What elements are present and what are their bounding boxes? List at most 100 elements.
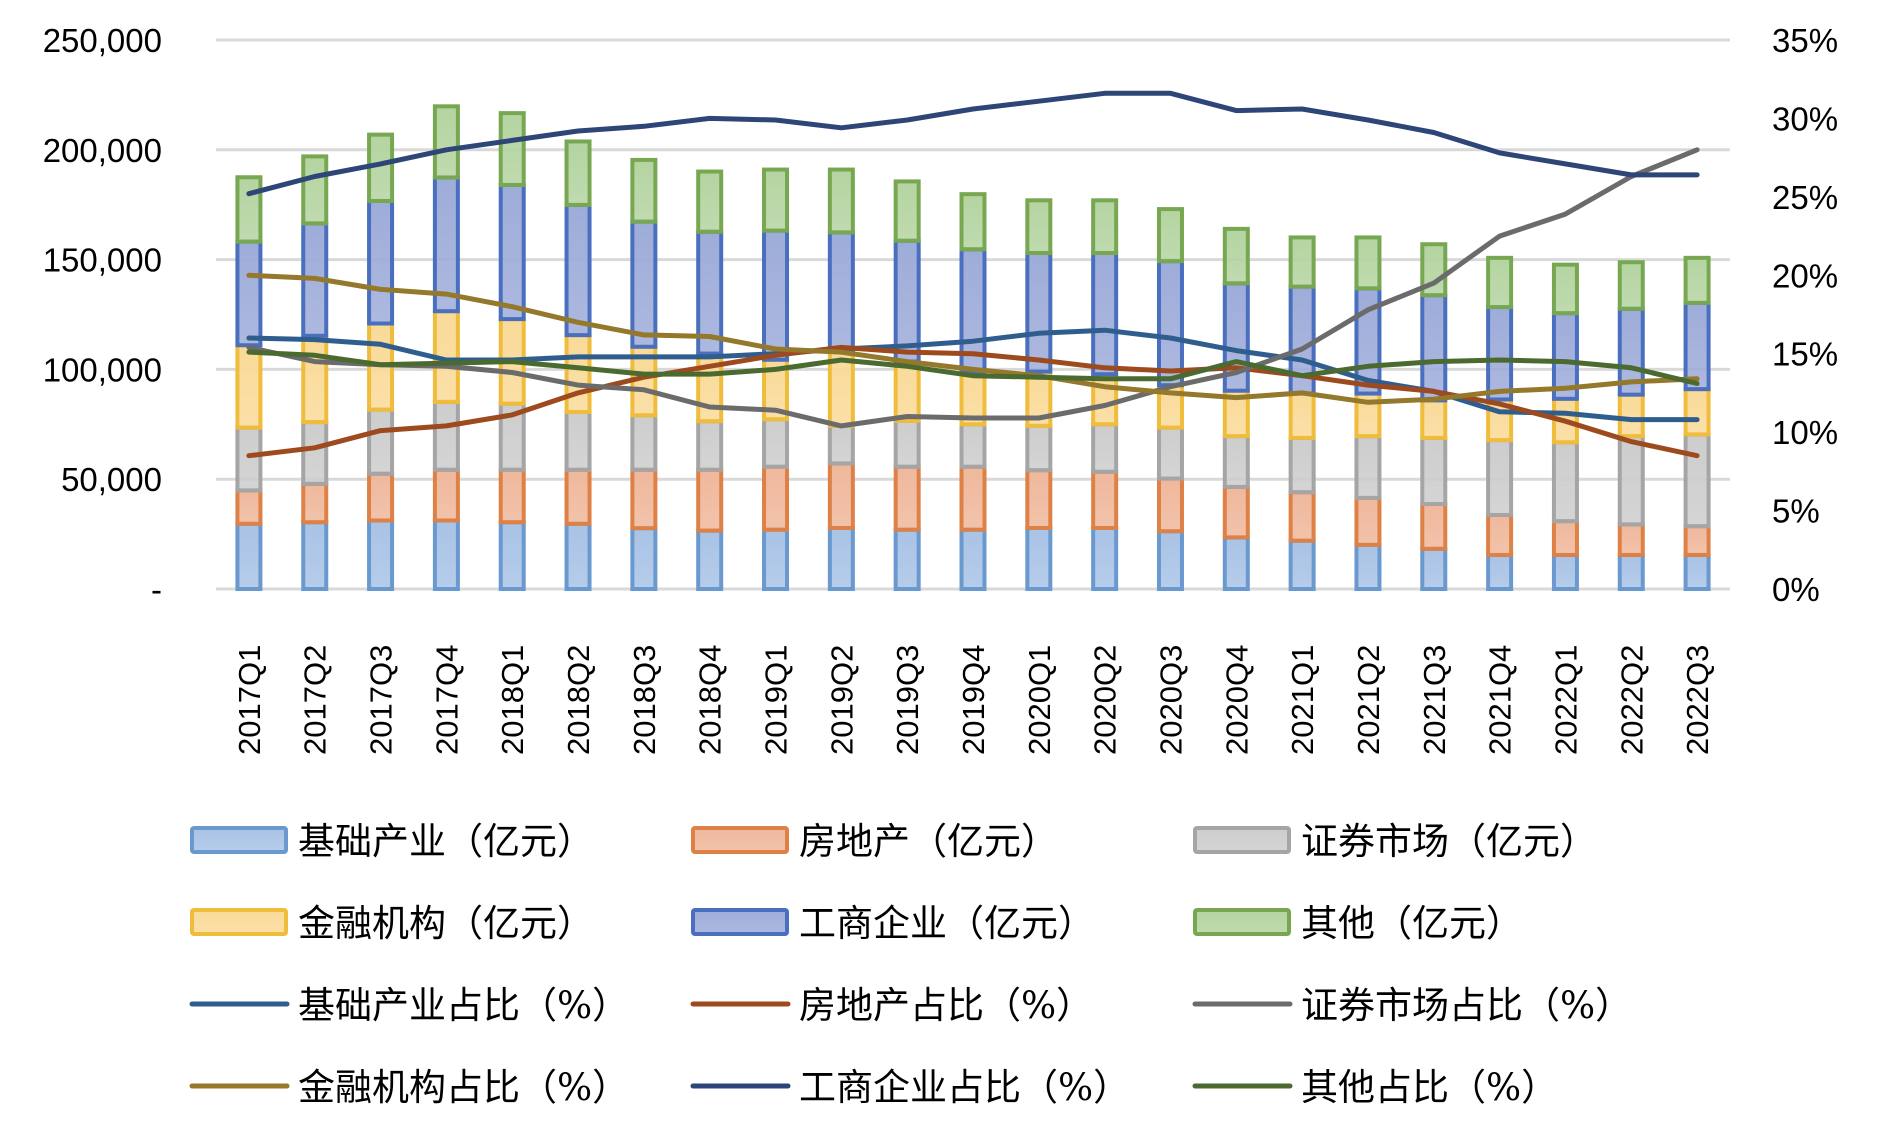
bar-segment-工商企业亿元	[1683, 300, 1711, 392]
bar-segment-基础产业亿元	[1025, 525, 1053, 591]
bar-segment-房地产亿元	[1486, 512, 1514, 557]
x-axis-tick-label: 2018Q4	[693, 645, 728, 755]
x-axis-tick-label: 2022Q1	[1548, 645, 1583, 755]
left-axis-ticks: - 50,000 100,000 150,000 200,000 250,000	[43, 22, 162, 608]
bar-segment-基础产业亿元	[498, 520, 526, 591]
left-axis-tick-label: 250,000	[43, 22, 162, 59]
right-axis-tick-label: 35%	[1772, 22, 1838, 59]
x-axis-tick-label: 2017Q4	[429, 645, 464, 755]
left-axis-tick-label: 150,000	[43, 242, 162, 279]
bar-segment-工商企业亿元	[367, 198, 395, 326]
bar-segment-工商企业亿元	[1025, 251, 1053, 374]
bar-segment-基础产业亿元	[696, 528, 724, 592]
x-axis-tick-label: 2021Q4	[1483, 645, 1518, 755]
bar-segment-金融机构亿元	[1420, 398, 1448, 440]
legend-item: 证券市场（亿元）	[1193, 820, 1597, 863]
bar-segment-其他亿元	[959, 192, 987, 252]
bar-segment-其他亿元	[630, 157, 658, 224]
bar-segment-基础产业亿元	[827, 525, 855, 591]
bar-segment-工商企业亿元	[564, 202, 592, 338]
bar-segment-房地产亿元	[762, 464, 790, 532]
bar-segment-证券市场亿元	[1551, 440, 1579, 524]
line-series-工商企业占比	[246, 90, 1700, 197]
bar-segment-证券市场亿元	[1354, 434, 1382, 500]
bar-segment-基础产业亿元	[893, 527, 921, 592]
legend-label: 金融机构占比（%）	[298, 1066, 629, 1109]
x-axis-tick-label: 2022Q3	[1680, 645, 1715, 755]
bar-segment-证券市场亿元	[1091, 422, 1119, 474]
bar-segment-证券市场亿元	[1617, 434, 1645, 527]
x-axis-tick-label: 2017Q3	[364, 645, 399, 755]
bar-segment-其他亿元	[1354, 235, 1382, 291]
bar-segment-基础产业亿元	[1288, 538, 1316, 591]
x-axis-tick-label: 2019Q4	[956, 645, 991, 755]
bar-stack-2022Q1	[1551, 262, 1579, 591]
bar-segment-工商企业亿元	[498, 182, 526, 322]
bar-segment-工商企业亿元	[1156, 259, 1184, 388]
bar-segment-其他亿元	[301, 154, 329, 226]
bar-segment-工商企业亿元	[235, 239, 263, 348]
bar-stack-2021Q3	[1420, 242, 1448, 591]
bar-segment-其他亿元	[1025, 198, 1053, 256]
bar-segment-金融机构亿元	[1288, 391, 1316, 440]
legend-label: 证券市场占比（%）	[1301, 984, 1632, 1027]
bar-segment-证券市场亿元	[1222, 434, 1250, 489]
bar-segment-证券市场亿元	[1420, 435, 1448, 507]
x-axis-tick-label: 2018Q3	[627, 645, 662, 755]
x-axis-tick-label: 2019Q1	[759, 645, 794, 755]
bar-stack-2017Q4	[432, 104, 460, 591]
bar-segment-工商企业亿元	[630, 219, 658, 349]
bar-segment-证券市场亿元	[696, 419, 724, 472]
bar-stack-2020Q1	[1025, 198, 1053, 591]
bar-segment-房地产亿元	[1222, 484, 1250, 540]
bar-stack-2022Q2	[1617, 260, 1645, 591]
bar-segment-房地产亿元	[235, 488, 263, 526]
bar-segment-证券市场亿元	[1486, 438, 1514, 517]
legend-swatch-金融机构亿元	[190, 908, 288, 936]
bar-segment-工商企业亿元	[1091, 251, 1119, 377]
bar-segment-基础产业亿元	[1091, 525, 1119, 591]
legend-swatch-基础产业亿元	[190, 826, 288, 854]
bar-segment-房地产亿元	[1091, 469, 1119, 530]
right-axis-ticks: 0% 5% 10% 15% 20% 25% 30% 35%	[1772, 22, 1838, 608]
x-axis-tick-label: 2021Q1	[1285, 645, 1320, 755]
bar-segment-基础产业亿元	[1156, 529, 1184, 591]
bar-segment-房地产亿元	[827, 461, 855, 530]
legend-item: 工商企业（亿元）	[691, 902, 1095, 945]
bar-stack-2021Q2	[1354, 235, 1382, 592]
bar-segment-金融机构亿元	[301, 333, 329, 425]
bar-segment-其他亿元	[1156, 207, 1184, 264]
legend-label: 工商企业占比（%）	[799, 1066, 1130, 1109]
bar-segment-证券市场亿元	[959, 422, 987, 469]
left-axis-tick-label: 50,000	[61, 461, 162, 498]
bar-segment-金融机构亿元	[1683, 387, 1711, 437]
x-axis-tick-label: 2019Q3	[890, 645, 925, 755]
bar-segment-房地产亿元	[1156, 476, 1184, 534]
line-series-金融机构占比	[246, 272, 1700, 405]
bar-segment-基础产业亿元	[564, 521, 592, 592]
bar-stack-2017Q1	[235, 175, 263, 592]
x-axis-ticks: 2017Q1 2017Q2 2017Q3 2017Q4 2018Q1 2018Q2 2018…	[232, 645, 1715, 755]
x-axis-tick-label: 2021Q3	[1417, 645, 1452, 755]
bar-segment-其他亿元	[1683, 255, 1711, 305]
bar-segment-房地产亿元	[301, 481, 329, 525]
bar-segment-基础产业亿元	[630, 526, 658, 591]
bar-stack-2018Q1	[498, 111, 526, 591]
bar-segment-房地产亿元	[1420, 502, 1448, 551]
x-axis-tick-label: 2017Q1	[232, 645, 267, 755]
bar-segment-金融机构亿元	[564, 333, 592, 415]
bar-segment-其他亿元	[1420, 242, 1448, 298]
legend-label: 工商企业（亿元）	[799, 902, 1095, 945]
bar-segment-房地产亿元	[630, 467, 658, 531]
bar-segment-证券市场亿元	[1683, 432, 1711, 529]
bar-stack-2020Q3	[1156, 207, 1184, 591]
bar-segment-房地产亿元	[1551, 519, 1579, 557]
bar-segment-其他亿元	[235, 175, 263, 244]
bar-segment-其他亿元	[498, 111, 526, 187]
bar-segment-证券市场亿元	[301, 420, 329, 486]
bar-segment-基础产业亿元	[235, 521, 263, 592]
bar-segment-金融机构亿元	[893, 359, 921, 423]
legend-label: 基础产业（亿元）	[298, 820, 594, 863]
bar-segment-证券市场亿元	[367, 407, 395, 476]
bar-stack-2020Q4	[1222, 226, 1250, 591]
